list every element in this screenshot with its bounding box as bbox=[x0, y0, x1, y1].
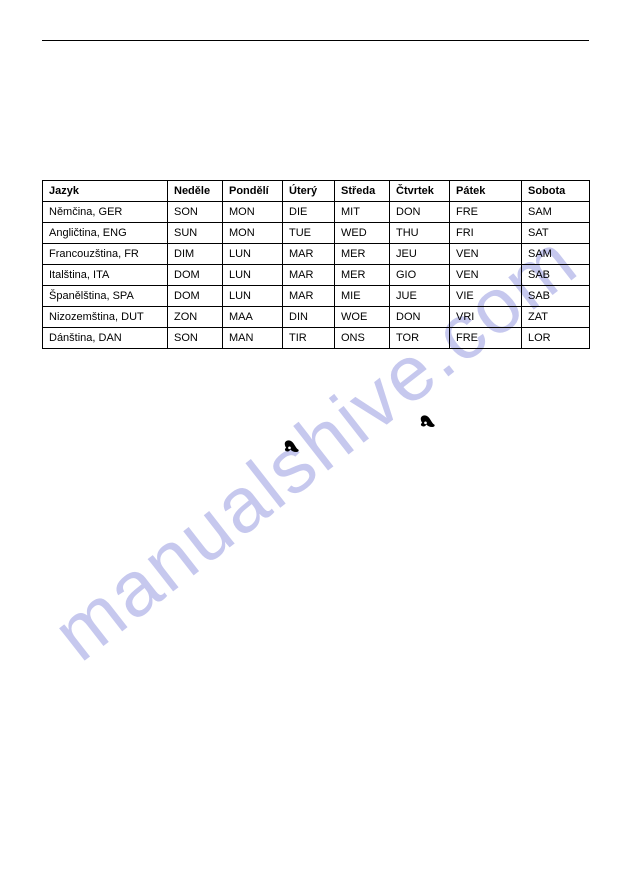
cell-language: Španělština, SPA bbox=[43, 286, 168, 307]
table-row: Němčina, GER SON MON DIE MIT DON FRE SAM bbox=[43, 202, 590, 223]
cell-language: Italština, ITA bbox=[43, 265, 168, 286]
cell-day: DOM bbox=[168, 265, 223, 286]
cell-day: DIE bbox=[283, 202, 335, 223]
cell-language: Dánština, DAN bbox=[43, 328, 168, 349]
header-utery: Úterý bbox=[283, 181, 335, 202]
header-streda: Středa bbox=[335, 181, 390, 202]
cell-day: LOR bbox=[522, 328, 590, 349]
bell-icon bbox=[418, 412, 438, 432]
cell-day: JUE bbox=[390, 286, 450, 307]
cell-language: Angličtina, ENG bbox=[43, 223, 168, 244]
cell-day: TUE bbox=[283, 223, 335, 244]
table-row: Italština, ITA DOM LUN MAR MER GIO VEN S… bbox=[43, 265, 590, 286]
table-header-row: Jazyk Neděle Pondělí Úterý Středa Čtvrte… bbox=[43, 181, 590, 202]
cell-day: SAM bbox=[522, 244, 590, 265]
cell-day: DIM bbox=[168, 244, 223, 265]
cell-day: SAM bbox=[522, 202, 590, 223]
cell-day: DIN bbox=[283, 307, 335, 328]
cell-day: ZON bbox=[168, 307, 223, 328]
cell-day: MIE bbox=[335, 286, 390, 307]
cell-day: VIE bbox=[450, 286, 522, 307]
cell-day: SON bbox=[168, 202, 223, 223]
cell-day: VRI bbox=[450, 307, 522, 328]
cell-day: MER bbox=[335, 265, 390, 286]
cell-day: THU bbox=[390, 223, 450, 244]
cell-day: MIT bbox=[335, 202, 390, 223]
cell-day: MER bbox=[335, 244, 390, 265]
cell-day: SON bbox=[168, 328, 223, 349]
cell-day: LUN bbox=[223, 286, 283, 307]
cell-day: SAT bbox=[522, 223, 590, 244]
cell-day: DON bbox=[390, 202, 450, 223]
cell-day: MAR bbox=[283, 286, 335, 307]
cell-day: FRE bbox=[450, 328, 522, 349]
cell-day: SAB bbox=[522, 265, 590, 286]
cell-day: MAR bbox=[283, 244, 335, 265]
cell-day: ONS bbox=[335, 328, 390, 349]
header-ctvrtek: Čtvrtek bbox=[390, 181, 450, 202]
header-patek: Pátek bbox=[450, 181, 522, 202]
cell-day: SUN bbox=[168, 223, 223, 244]
cell-language: Nizozemština, DUT bbox=[43, 307, 168, 328]
horizontal-rule bbox=[42, 40, 589, 41]
cell-day: LUN bbox=[223, 265, 283, 286]
header-pondeli: Pondělí bbox=[223, 181, 283, 202]
table-row: Španělština, SPA DOM LUN MAR MIE JUE VIE… bbox=[43, 286, 590, 307]
cell-day: SAB bbox=[522, 286, 590, 307]
cell-day: WED bbox=[335, 223, 390, 244]
cell-day: FRI bbox=[450, 223, 522, 244]
table-row: Angličtina, ENG SUN MON TUE WED THU FRI … bbox=[43, 223, 590, 244]
cell-day: DON bbox=[390, 307, 450, 328]
cell-day: LUN bbox=[223, 244, 283, 265]
cell-day: MAR bbox=[283, 265, 335, 286]
table-row: Dánština, DAN SON MAN TIR ONS TOR FRE LO… bbox=[43, 328, 590, 349]
cell-day: ZAT bbox=[522, 307, 590, 328]
header-sobota: Sobota bbox=[522, 181, 590, 202]
bell-icon bbox=[282, 437, 302, 457]
cell-day: MON bbox=[223, 202, 283, 223]
table-row: Francouzština, FR DIM LUN MAR MER JEU VE… bbox=[43, 244, 590, 265]
cell-day: VEN bbox=[450, 265, 522, 286]
cell-day: JEU bbox=[390, 244, 450, 265]
languages-days-table: Jazyk Neděle Pondělí Úterý Středa Čtvrte… bbox=[42, 180, 590, 349]
cell-day: MAA bbox=[223, 307, 283, 328]
header-jazyk: Jazyk bbox=[43, 181, 168, 202]
cell-day: MAN bbox=[223, 328, 283, 349]
cell-day: TOR bbox=[390, 328, 450, 349]
table-row: Nizozemština, DUT ZON MAA DIN WOE DON VR… bbox=[43, 307, 590, 328]
cell-day: DOM bbox=[168, 286, 223, 307]
cell-day: TIR bbox=[283, 328, 335, 349]
cell-language: Francouzština, FR bbox=[43, 244, 168, 265]
cell-day: FRE bbox=[450, 202, 522, 223]
header-nedele: Neděle bbox=[168, 181, 223, 202]
cell-day: VEN bbox=[450, 244, 522, 265]
cell-language: Němčina, GER bbox=[43, 202, 168, 223]
cell-day: GIO bbox=[390, 265, 450, 286]
cell-day: WOE bbox=[335, 307, 390, 328]
cell-day: MON bbox=[223, 223, 283, 244]
